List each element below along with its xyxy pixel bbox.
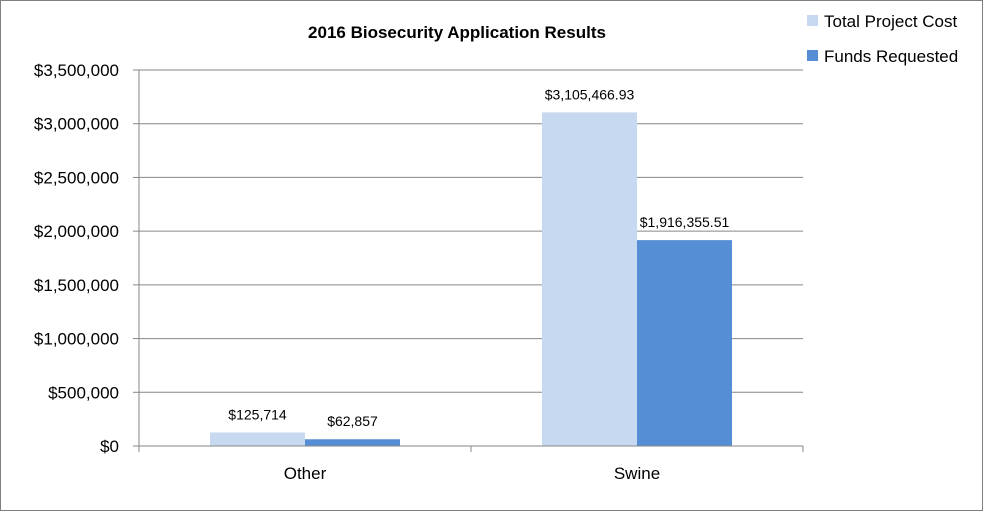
bar-total-project-cost-swine <box>542 112 637 446</box>
y-tick-label: $3,500,000 <box>34 61 119 80</box>
y-tick-label: $2,500,000 <box>34 168 119 187</box>
legend-swatch <box>807 15 818 26</box>
y-tick-label: $3,000,000 <box>34 115 119 134</box>
y-tick-label: $500,000 <box>48 383 119 402</box>
y-tick-label: $1,500,000 <box>34 276 119 295</box>
chart-title: 2016 Biosecurity Application Results <box>308 23 606 42</box>
x-category-label: Other <box>284 464 327 483</box>
data-label: $3,105,466.93 <box>545 86 635 102</box>
legend-label: Total Project Cost <box>824 12 957 31</box>
y-tick-label: $2,000,000 <box>34 222 119 241</box>
data-label: $62,857 <box>327 413 378 429</box>
y-tick-label: $1,000,000 <box>34 330 119 349</box>
legend: Total Project Cost Funds Requested <box>807 12 958 66</box>
data-label: $1,916,355.51 <box>640 214 730 230</box>
legend-swatch <box>807 50 818 61</box>
bars <box>210 112 732 446</box>
bar-funds-requested-other <box>305 439 400 446</box>
bar-total-project-cost-other <box>210 432 305 446</box>
y-axis-tick-labels: $0 $500,000 $1,000,000 $1,500,000 $2,000,000… <box>34 61 139 456</box>
x-axis-category-labels: Other Swine <box>284 464 660 483</box>
data-label: $125,714 <box>228 406 287 422</box>
legend-label: Funds Requested <box>824 47 958 66</box>
y-tick-label: $0 <box>100 437 119 456</box>
data-labels: $125,714 $62,857 $3,105,466.93 $1,916,355.5… <box>228 86 729 429</box>
x-axis <box>138 70 804 452</box>
bar-funds-requested-swine <box>637 240 732 446</box>
x-category-label: Swine <box>614 464 660 483</box>
